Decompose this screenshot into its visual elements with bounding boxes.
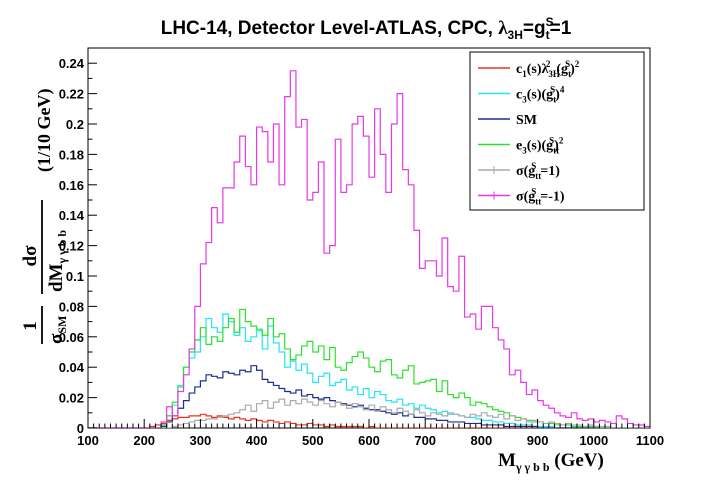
- y-tick-label: 0: [77, 421, 84, 436]
- x-tick-label: 200: [133, 433, 155, 448]
- y-tick-label: 0.14: [59, 208, 85, 223]
- y-tick-label: 0.24: [59, 56, 85, 71]
- y-tick-label: 0.16: [59, 178, 84, 193]
- x-tick-label: 300: [190, 433, 212, 448]
- legend-label-sig-plus: σ(gttS =1): [516, 161, 560, 181]
- x-tick-label: 400: [246, 433, 268, 448]
- y-tick-label: 0.02: [59, 391, 84, 406]
- y-label-unit: (1/10 GeV): [34, 89, 55, 172]
- chart-title: LHC-14, Detector Level-ATLAS, CPC, λ3H=g…: [161, 15, 572, 42]
- x-tick-label: 500: [302, 433, 324, 448]
- series-line-sig-plus: [88, 398, 650, 428]
- y-tick-label: 0.1: [66, 269, 84, 284]
- y-tick-label: 0.22: [59, 87, 84, 102]
- legend-label-e3: e3(s)(gttS)2: [516, 136, 564, 156]
- legend-label-sig-minus: σ(gttS =-1): [516, 187, 565, 207]
- x-tick-label: 1100: [636, 433, 664, 448]
- legend-label-c1: c1(s)λ3H2 (gtS)2: [516, 59, 580, 79]
- legend-box: [469, 51, 645, 211]
- x-tick-label: 700: [414, 433, 436, 448]
- y-label-frac1-den: σSM: [46, 316, 69, 344]
- y-label-frac2-num: dσ: [20, 245, 41, 267]
- x-tick-label: 600: [358, 433, 380, 448]
- y-label-frac2-den: dMγ γ b b: [46, 230, 69, 292]
- legend-label-sm: SM: [516, 113, 537, 128]
- series-group: [88, 70, 650, 428]
- y-tick-label: 0.06: [59, 330, 84, 345]
- legend-label-c3: c3(s)(gtS)4: [516, 85, 565, 105]
- y-tick-label: 0.2: [66, 117, 84, 132]
- y-tick-label: 0.04: [59, 360, 85, 375]
- x-tick-label: 800: [471, 433, 493, 448]
- y-label-frac1-num: 1: [20, 321, 41, 331]
- x-tick-label: 900: [527, 433, 549, 448]
- series-line-sig-minus: [88, 70, 650, 428]
- y-tick-label: 0.18: [59, 147, 84, 162]
- y-tick-label: 0.12: [59, 239, 84, 254]
- x-tick-label: 100: [77, 433, 99, 448]
- x-tick-label: 1000: [579, 433, 608, 448]
- y-tick-label: 0.08: [59, 299, 84, 314]
- x-axis-label: Mγ γ b b (GeV): [498, 450, 604, 474]
